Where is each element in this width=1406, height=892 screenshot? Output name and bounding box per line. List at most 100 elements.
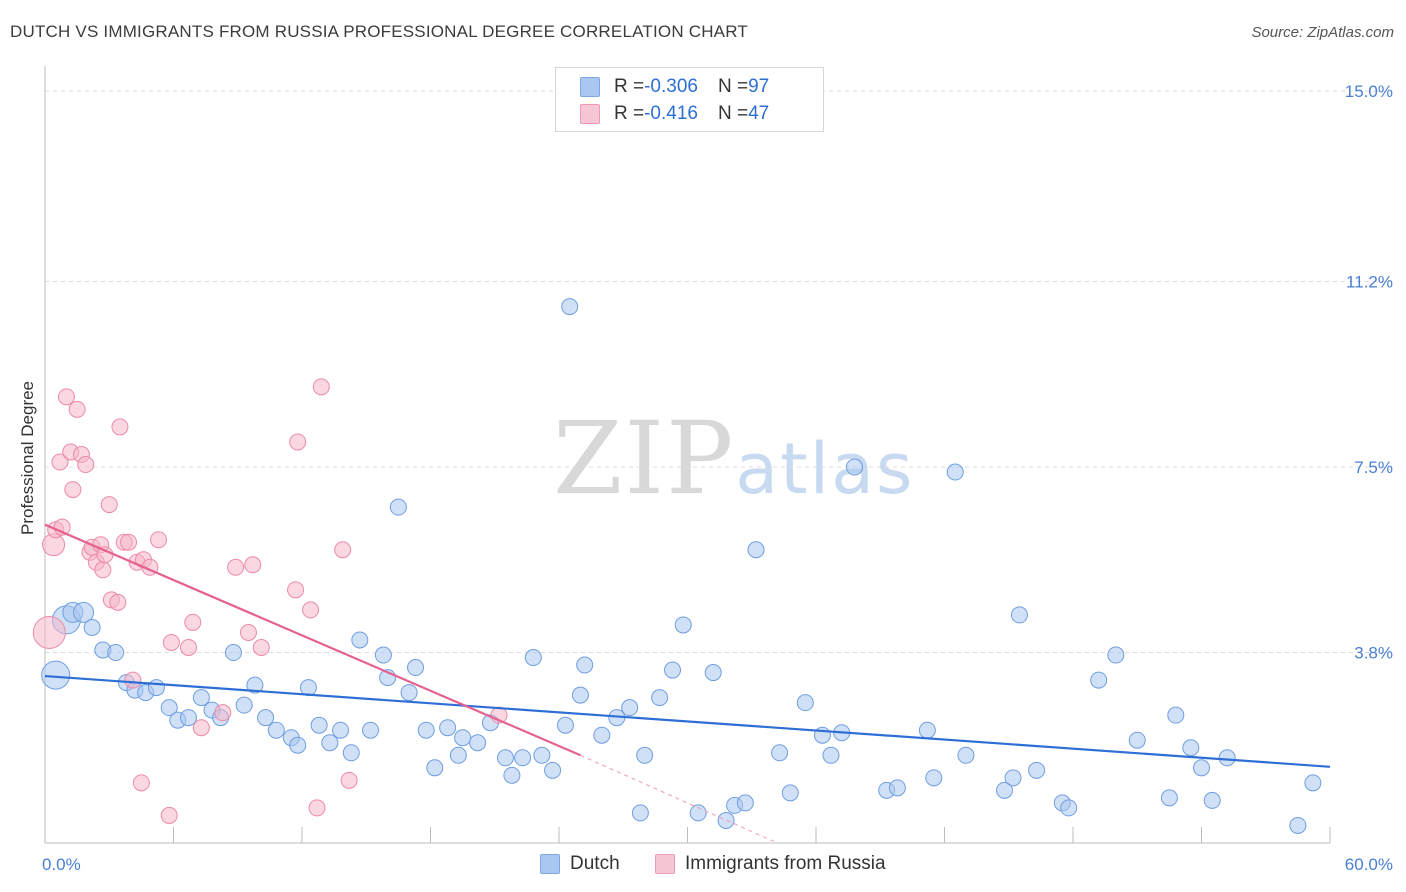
russia-point [239, 623, 257, 641]
russia-point [68, 400, 86, 418]
dutch-point [1090, 671, 1108, 689]
dutch-point [160, 699, 178, 717]
dutch-point [417, 721, 435, 739]
russia-point [162, 633, 180, 651]
legend-row-dutch: R = -0.306 N = 97 [580, 75, 769, 99]
legend-n-value: 97 [748, 76, 770, 97]
dutch-point [524, 649, 542, 667]
tick-labels: 3.8% 7.5% 11.2% 15.0% 0.0% 60.0% [42, 82, 1393, 874]
dutch-point [571, 686, 589, 704]
series-label-dutch: Dutch [570, 853, 620, 874]
dutch-point [946, 463, 964, 481]
dutch-point [147, 679, 165, 697]
dutch-point [1010, 606, 1028, 624]
dutch-point [1167, 706, 1185, 724]
dutch-point [224, 644, 242, 662]
dutch-point [1182, 739, 1200, 757]
series-swatch-dutch [540, 854, 560, 874]
dutch-point [351, 631, 369, 649]
dutch-point [576, 656, 594, 674]
watermark: ZIPatlas [553, 400, 914, 517]
dutch-point [449, 746, 467, 764]
dutch-point [235, 696, 253, 714]
russia-point [214, 704, 232, 722]
x-tick-label: 0.0% [42, 855, 81, 874]
dutch-point [389, 498, 407, 516]
dutch-point [957, 746, 975, 764]
legend-r-label: R = [614, 76, 645, 97]
russia-point [184, 613, 202, 631]
russia-point [244, 556, 262, 574]
dutch-point [1203, 791, 1221, 809]
trend-lines [44, 523, 1331, 844]
dutch-point [1289, 816, 1307, 834]
dutch-point [1107, 646, 1125, 664]
russia-trend-line [44, 523, 581, 757]
legend-n-value: 47 [748, 103, 770, 124]
dutch-point [621, 699, 639, 717]
dutch-point [888, 779, 906, 797]
dutch-point [83, 618, 101, 636]
dutch-point [771, 744, 789, 762]
dutch-point [689, 804, 707, 822]
dutch-point [454, 729, 472, 747]
watermark-zip: ZIP [553, 400, 736, 517]
dutch-point [704, 664, 722, 682]
legend-swatch-russia [580, 104, 600, 124]
series-legend-russia[interactable]: Immigrants from Russia [655, 851, 886, 877]
dutch-point [846, 458, 864, 476]
dutch-point [321, 734, 339, 752]
dutch-point [374, 646, 392, 664]
dutch-point [179, 709, 197, 727]
legend-row-russia: R = -0.416 N = 47 [580, 102, 769, 126]
series-legend-dutch[interactable]: Dutch [540, 851, 620, 877]
dutch-point [1028, 761, 1046, 779]
russia-point [51, 453, 69, 471]
dutch-point [544, 761, 562, 779]
axes [44, 66, 1331, 844]
russia-point [109, 593, 127, 611]
y-axis-title: Professional Degree [18, 381, 37, 535]
russia-point [57, 388, 75, 406]
dutch-point [426, 759, 444, 777]
legend-n-label: N = [717, 103, 749, 124]
watermark-atlas: atlas [735, 428, 915, 510]
dutch-point [664, 661, 682, 679]
russia-point [111, 418, 129, 436]
legend-r-value: -0.416 [644, 103, 698, 124]
russia-point [302, 601, 320, 619]
y-tick-label: 15.0% [1345, 82, 1393, 101]
dutch-point [332, 721, 350, 739]
dutch-point [407, 659, 425, 677]
russia-trend-line-extension [580, 754, 778, 844]
dutch-point [781, 784, 799, 802]
chart-title: DUTCH VS IMMIGRANTS FROM RUSSIA PROFESSI… [10, 22, 748, 41]
dutch-point [533, 746, 551, 764]
russia-point [252, 638, 270, 656]
dutch-point [257, 709, 275, 727]
dutch-point [1218, 749, 1236, 767]
russia-point [227, 558, 245, 576]
dutch-point [822, 746, 840, 764]
dutch-point [342, 744, 360, 762]
dutch-point [41, 660, 71, 690]
x-tick-label: 60.0% [1345, 855, 1393, 874]
dutch-point [1128, 731, 1146, 749]
russia-point [160, 806, 178, 824]
dutch-trend-line [44, 674, 1331, 768]
legend-r-label: R = [614, 103, 645, 124]
russia-point [132, 774, 150, 792]
dutch-point [1060, 799, 1078, 817]
russia-point [120, 533, 138, 551]
dutch-point [925, 769, 943, 787]
y-tick-label: 7.5% [1354, 458, 1393, 477]
dutch-point [674, 616, 692, 634]
russia-point [124, 671, 142, 689]
dutch-point [496, 749, 514, 767]
dutch-point [1193, 759, 1210, 777]
dutch-point [1160, 789, 1178, 807]
russia-point [287, 581, 305, 599]
dutch-point [469, 734, 487, 752]
russia-point [340, 771, 358, 789]
dutch-point [362, 721, 380, 739]
